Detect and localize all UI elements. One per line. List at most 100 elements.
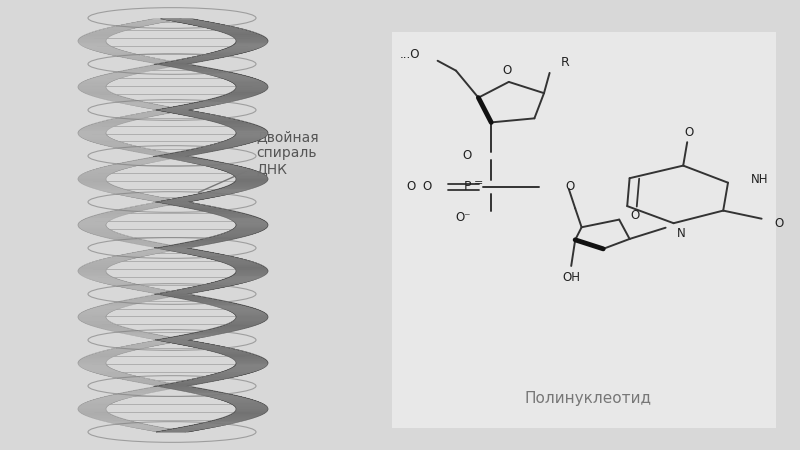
Polygon shape	[90, 233, 122, 234]
Polygon shape	[79, 89, 108, 90]
Polygon shape	[202, 257, 238, 258]
Polygon shape	[156, 431, 194, 432]
Polygon shape	[80, 320, 110, 321]
Polygon shape	[131, 22, 165, 23]
Polygon shape	[102, 350, 134, 351]
Polygon shape	[79, 366, 109, 367]
Polygon shape	[79, 37, 108, 39]
Polygon shape	[101, 305, 133, 306]
Polygon shape	[206, 375, 242, 376]
Polygon shape	[147, 111, 181, 112]
Polygon shape	[123, 242, 157, 243]
Polygon shape	[227, 80, 262, 81]
Polygon shape	[216, 122, 251, 123]
Polygon shape	[90, 400, 121, 401]
Polygon shape	[211, 259, 247, 260]
Polygon shape	[113, 147, 146, 148]
Polygon shape	[224, 309, 258, 310]
Polygon shape	[230, 276, 264, 277]
Polygon shape	[110, 423, 143, 424]
Polygon shape	[214, 398, 250, 399]
Polygon shape	[125, 426, 158, 427]
Polygon shape	[78, 406, 107, 407]
Polygon shape	[102, 421, 134, 422]
Polygon shape	[235, 88, 268, 89]
Polygon shape	[232, 182, 266, 184]
Polygon shape	[212, 190, 248, 191]
Polygon shape	[219, 31, 254, 32]
Polygon shape	[236, 224, 268, 225]
Polygon shape	[214, 76, 250, 77]
Polygon shape	[216, 418, 252, 419]
Polygon shape	[210, 167, 246, 168]
Text: O: O	[684, 126, 694, 139]
Polygon shape	[200, 302, 237, 304]
Polygon shape	[232, 367, 266, 368]
Polygon shape	[212, 98, 248, 99]
Polygon shape	[191, 71, 228, 72]
Polygon shape	[127, 161, 161, 162]
Polygon shape	[110, 101, 143, 102]
Polygon shape	[86, 370, 118, 371]
Polygon shape	[110, 302, 142, 304]
Polygon shape	[161, 341, 198, 342]
Polygon shape	[236, 178, 268, 180]
Polygon shape	[233, 221, 266, 222]
Polygon shape	[162, 203, 200, 204]
Polygon shape	[194, 347, 230, 348]
Polygon shape	[178, 105, 216, 106]
Polygon shape	[222, 279, 257, 280]
Polygon shape	[128, 150, 161, 151]
Polygon shape	[161, 19, 198, 20]
Polygon shape	[171, 290, 209, 291]
Polygon shape	[78, 407, 106, 408]
Polygon shape	[110, 211, 142, 212]
Polygon shape	[139, 67, 173, 68]
Polygon shape	[80, 83, 109, 84]
Text: O: O	[462, 149, 471, 162]
Polygon shape	[81, 266, 110, 267]
Polygon shape	[211, 29, 247, 30]
Polygon shape	[182, 23, 220, 24]
Polygon shape	[152, 109, 186, 110]
Polygon shape	[133, 160, 166, 161]
Polygon shape	[146, 203, 180, 204]
Polygon shape	[122, 254, 154, 255]
Polygon shape	[146, 338, 179, 339]
Polygon shape	[158, 294, 195, 295]
Polygon shape	[83, 219, 114, 220]
Polygon shape	[201, 73, 238, 74]
Polygon shape	[227, 139, 262, 140]
Polygon shape	[234, 267, 266, 268]
Polygon shape	[148, 19, 182, 20]
Polygon shape	[86, 33, 117, 34]
Polygon shape	[210, 144, 246, 145]
Polygon shape	[141, 107, 174, 108]
Polygon shape	[235, 41, 268, 43]
Polygon shape	[224, 401, 259, 402]
Polygon shape	[234, 273, 267, 274]
Polygon shape	[210, 75, 246, 76]
Polygon shape	[229, 311, 263, 312]
Polygon shape	[218, 399, 253, 400]
Polygon shape	[234, 319, 267, 320]
Polygon shape	[116, 194, 149, 195]
Polygon shape	[160, 249, 198, 250]
Polygon shape	[214, 143, 250, 144]
Polygon shape	[79, 222, 108, 223]
Polygon shape	[215, 260, 250, 261]
Polygon shape	[167, 107, 205, 108]
Polygon shape	[84, 34, 114, 36]
Polygon shape	[138, 382, 171, 383]
Polygon shape	[78, 408, 106, 409]
Polygon shape	[158, 247, 195, 248]
Polygon shape	[228, 126, 262, 127]
Polygon shape	[128, 68, 162, 70]
Polygon shape	[229, 219, 263, 220]
Polygon shape	[96, 373, 127, 374]
Polygon shape	[82, 220, 111, 221]
Polygon shape	[234, 43, 267, 44]
Polygon shape	[235, 177, 268, 178]
Polygon shape	[230, 357, 264, 359]
Polygon shape	[232, 359, 266, 360]
